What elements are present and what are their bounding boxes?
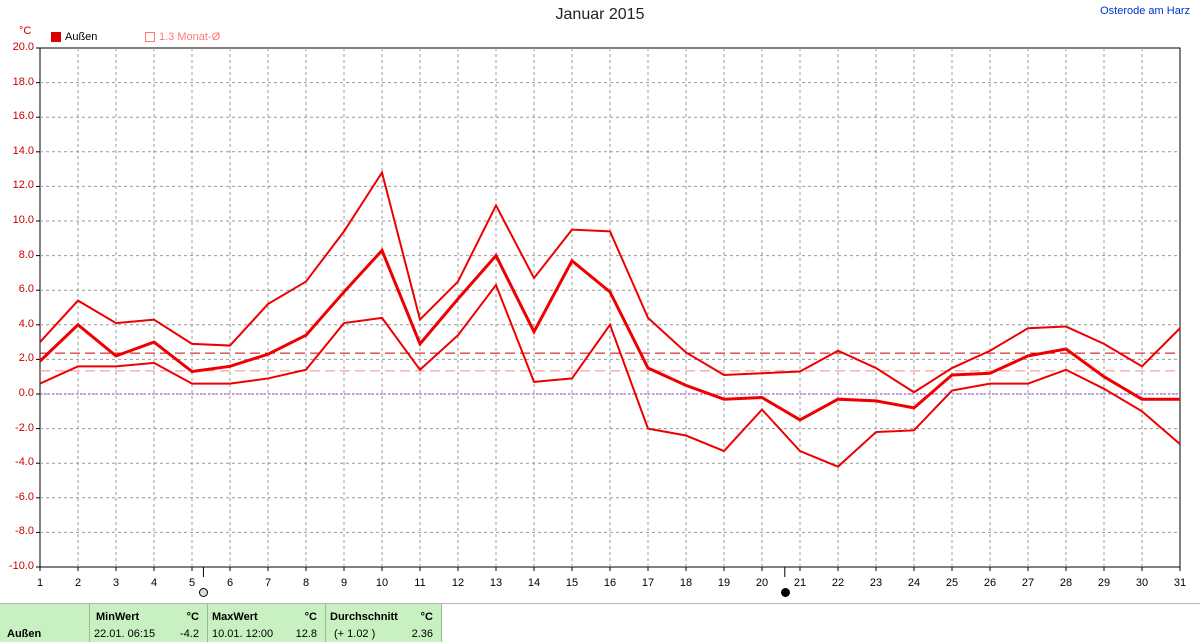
x-tick-label: 25 [945, 577, 959, 589]
temperature-chart [36, 47, 1181, 577]
legend-label-monthly-average: 1.3 Monat-Ø [159, 31, 221, 43]
average-value: 2.36 [411, 628, 433, 640]
x-tick-label: 10 [375, 577, 389, 589]
y-tick-label: -6.0 [15, 490, 34, 503]
x-tick-label: 12 [451, 577, 465, 589]
x-tick-label: 29 [1097, 577, 1111, 589]
series-line-max [39, 170, 1181, 394]
y-tick-label: 2.0 [18, 352, 34, 365]
y-tick-label: -4.0 [15, 456, 34, 469]
min-value-cell: MinWert °C 22.01. 06:15 -4.2 [90, 604, 208, 642]
legend-label-aussen: Außen [65, 31, 98, 43]
x-tick-label: 30 [1135, 577, 1149, 589]
y-tick-label: 20.0 [12, 41, 34, 53]
average-cell: Durchschnitt °C (+ 1.02 ) 2.36 [326, 604, 442, 642]
max-unit: °C [304, 611, 317, 623]
x-tick-label: 13 [489, 577, 503, 589]
y-tick-label: 10.0 [12, 214, 34, 226]
x-tick-label: 1 [36, 577, 44, 589]
x-tick-label: 5 [188, 577, 196, 589]
new-moon-icon [780, 588, 790, 597]
x-tick-label: 3 [112, 577, 120, 589]
max-value: 12.8 [295, 628, 317, 640]
y-tick-label: 6.0 [18, 283, 34, 296]
x-tick-label: 20 [755, 577, 769, 589]
max-datetime: 10.01. 12:00 [212, 628, 274, 640]
min-value: -4.2 [180, 628, 199, 640]
x-tick-label: 28 [1059, 577, 1073, 589]
average-header: Durchschnitt [330, 611, 398, 623]
x-tick-label: 19 [717, 577, 731, 589]
x-tick-label: 14 [527, 577, 541, 589]
y-tick-label: 14.0 [12, 144, 34, 157]
max-value-cell: MaxWert °C 10.01. 12:00 12.8 [208, 604, 326, 642]
x-tick-label: 24 [907, 577, 921, 589]
x-tick-label: 31 [1173, 577, 1187, 589]
max-header: MaxWert [212, 611, 258, 623]
x-tick-label: 9 [340, 577, 348, 589]
y-axis-unit: °C [19, 25, 32, 37]
statistics-footer: Außen MinWert °C 22.01. 06:15 -4.2 MaxWe… [0, 603, 1200, 642]
average-unit: °C [420, 611, 433, 623]
legend-item-aussen: Außen [51, 31, 97, 43]
x-tick-label: 6 [226, 577, 234, 589]
y-tick-label: 18.0 [12, 75, 34, 88]
y-tick-label: -10.0 [8, 560, 34, 572]
x-tick-label: 17 [641, 577, 655, 589]
min-datetime: 22.01. 06:15 [94, 628, 156, 640]
x-tick-label: 18 [679, 577, 693, 589]
x-tick-label: 2 [74, 577, 82, 589]
x-tick-label: 22 [831, 577, 845, 589]
x-tick-label: 16 [603, 577, 617, 589]
footer-row-label: Außen [7, 628, 42, 640]
series-line-mean [38, 247, 1180, 422]
y-tick-label: 8.0 [18, 248, 34, 261]
x-tick-label: 21 [793, 577, 807, 589]
legend-swatch-monthly-average [145, 32, 155, 42]
location-label: Osterode am Harz [1100, 5, 1190, 17]
y-tick-label: -8.0 [15, 525, 34, 538]
min-header: MinWert [96, 611, 140, 623]
x-tick-label: 4 [150, 577, 158, 589]
footer-row-label-cell: Außen [0, 604, 90, 642]
x-tick-label: 23 [869, 577, 883, 589]
full-moon-icon [199, 588, 209, 597]
legend-swatch-aussen [51, 32, 61, 42]
chart-title: Januar 2015 [555, 6, 645, 23]
min-unit: °C [186, 611, 199, 623]
x-tick-label: 26 [983, 577, 997, 589]
series-line-min [39, 282, 1181, 468]
x-tick-label: 8 [302, 577, 310, 589]
y-tick-label: 4.0 [18, 317, 34, 330]
y-tick-label: 12.0 [12, 179, 34, 192]
x-tick-label: 11 [414, 577, 426, 589]
y-tick-label: 0.0 [18, 387, 34, 399]
x-tick-label: 7 [264, 577, 272, 589]
y-tick-label: 16.0 [12, 110, 34, 123]
legend-item-monthly-average: 1.3 Monat-Ø [145, 31, 220, 43]
x-tick-label: 15 [565, 577, 579, 589]
average-delta: (+ 1.02 ) [334, 628, 376, 640]
x-tick-label: 27 [1021, 577, 1035, 589]
y-tick-label: -2.0 [15, 421, 34, 434]
